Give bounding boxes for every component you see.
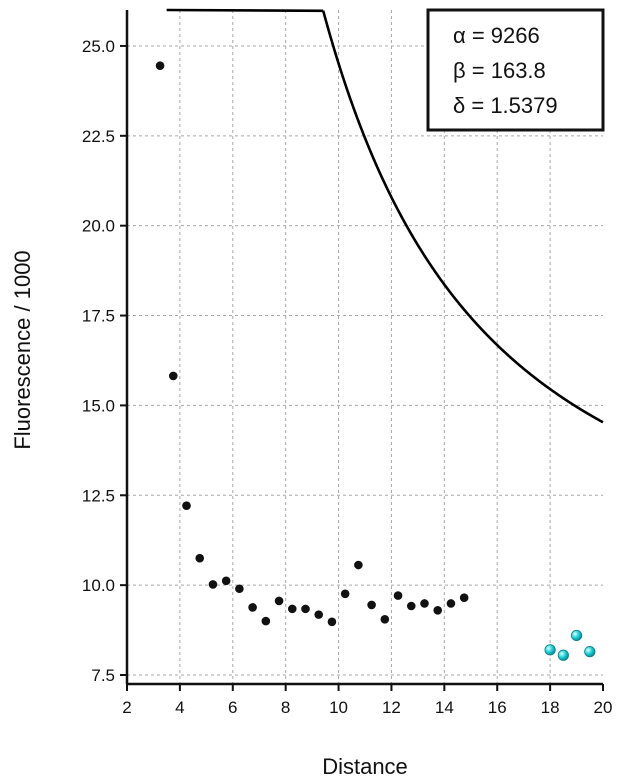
- data-point: [195, 553, 205, 563]
- x-tick-label: 4: [175, 698, 184, 717]
- x-tick-label: 10: [329, 698, 348, 717]
- data-point: [168, 371, 178, 381]
- data-points: [155, 61, 596, 661]
- data-point: [182, 501, 191, 511]
- data-point-cyan: [544, 644, 556, 656]
- data-point: [274, 596, 284, 606]
- fit-curve-layer: [166, 8, 604, 424]
- data-point: [420, 599, 429, 608]
- data-point: [287, 604, 297, 614]
- axes: [120, 10, 604, 691]
- y-tick-label: 20.0: [82, 217, 115, 236]
- data-point: [301, 604, 310, 614]
- legend-box: [426, 8, 605, 132]
- y-tick-label: 7.5: [91, 666, 115, 685]
- x-tick-label: 18: [541, 698, 560, 717]
- data-point: [261, 616, 271, 626]
- legend-line: β = 163.8: [453, 58, 546, 83]
- tick-labels: 2 4 6 8 10 12 14 16 18 20 7.5 10.0 12.5 15.0 17.5 20.0 2…: [82, 37, 613, 717]
- data-point-cyan: [557, 649, 569, 661]
- data-point: [235, 584, 244, 594]
- legend-line: δ = 1.5379: [453, 93, 558, 118]
- x-tick-label: 16: [488, 698, 507, 717]
- x-tick-label: 14: [435, 698, 454, 717]
- data-point: [155, 61, 165, 71]
- data-point: [433, 606, 443, 615]
- y-axis-title: Fluorescence / 1000: [10, 250, 35, 449]
- x-tick-label: 2: [122, 698, 131, 717]
- data-point: [459, 593, 469, 603]
- data-point: [248, 603, 257, 612]
- grid-lines: [127, 10, 603, 684]
- data-point: [446, 599, 456, 608]
- data-point: [354, 560, 363, 570]
- data-point: [221, 576, 231, 586]
- y-tick-label: 17.5: [82, 307, 115, 326]
- data-point: [406, 601, 416, 611]
- data-point: [393, 591, 403, 600]
- data-point: [314, 610, 324, 619]
- data-point: [367, 600, 376, 610]
- data-point: [327, 617, 337, 627]
- y-tick-label: 15.0: [82, 396, 115, 415]
- fit-curve-top: [166, 8, 324, 13]
- x-tick-label: 12: [382, 698, 401, 717]
- data-point: [340, 589, 350, 599]
- y-tick-label: 22.5: [82, 127, 115, 146]
- fit-curve: [321, 10, 604, 424]
- data-point-cyan: [584, 646, 596, 658]
- x-axis-title: Distance: [322, 754, 408, 779]
- data-point-cyan: [570, 629, 583, 642]
- data-point: [208, 580, 218, 589]
- x-tick-label: 6: [228, 698, 237, 717]
- y-tick-label: 10.0: [82, 576, 115, 595]
- y-tick-label: 25.0: [82, 37, 115, 56]
- data-point: [380, 614, 390, 624]
- y-tick-label: 12.5: [82, 486, 115, 505]
- x-tick-label: 20: [594, 698, 613, 717]
- parameter-legend: α = 9266 β = 163.8 δ = 1.5379: [426, 8, 605, 132]
- legend-line: α = 9266: [453, 23, 540, 48]
- x-tick-label: 8: [281, 698, 290, 717]
